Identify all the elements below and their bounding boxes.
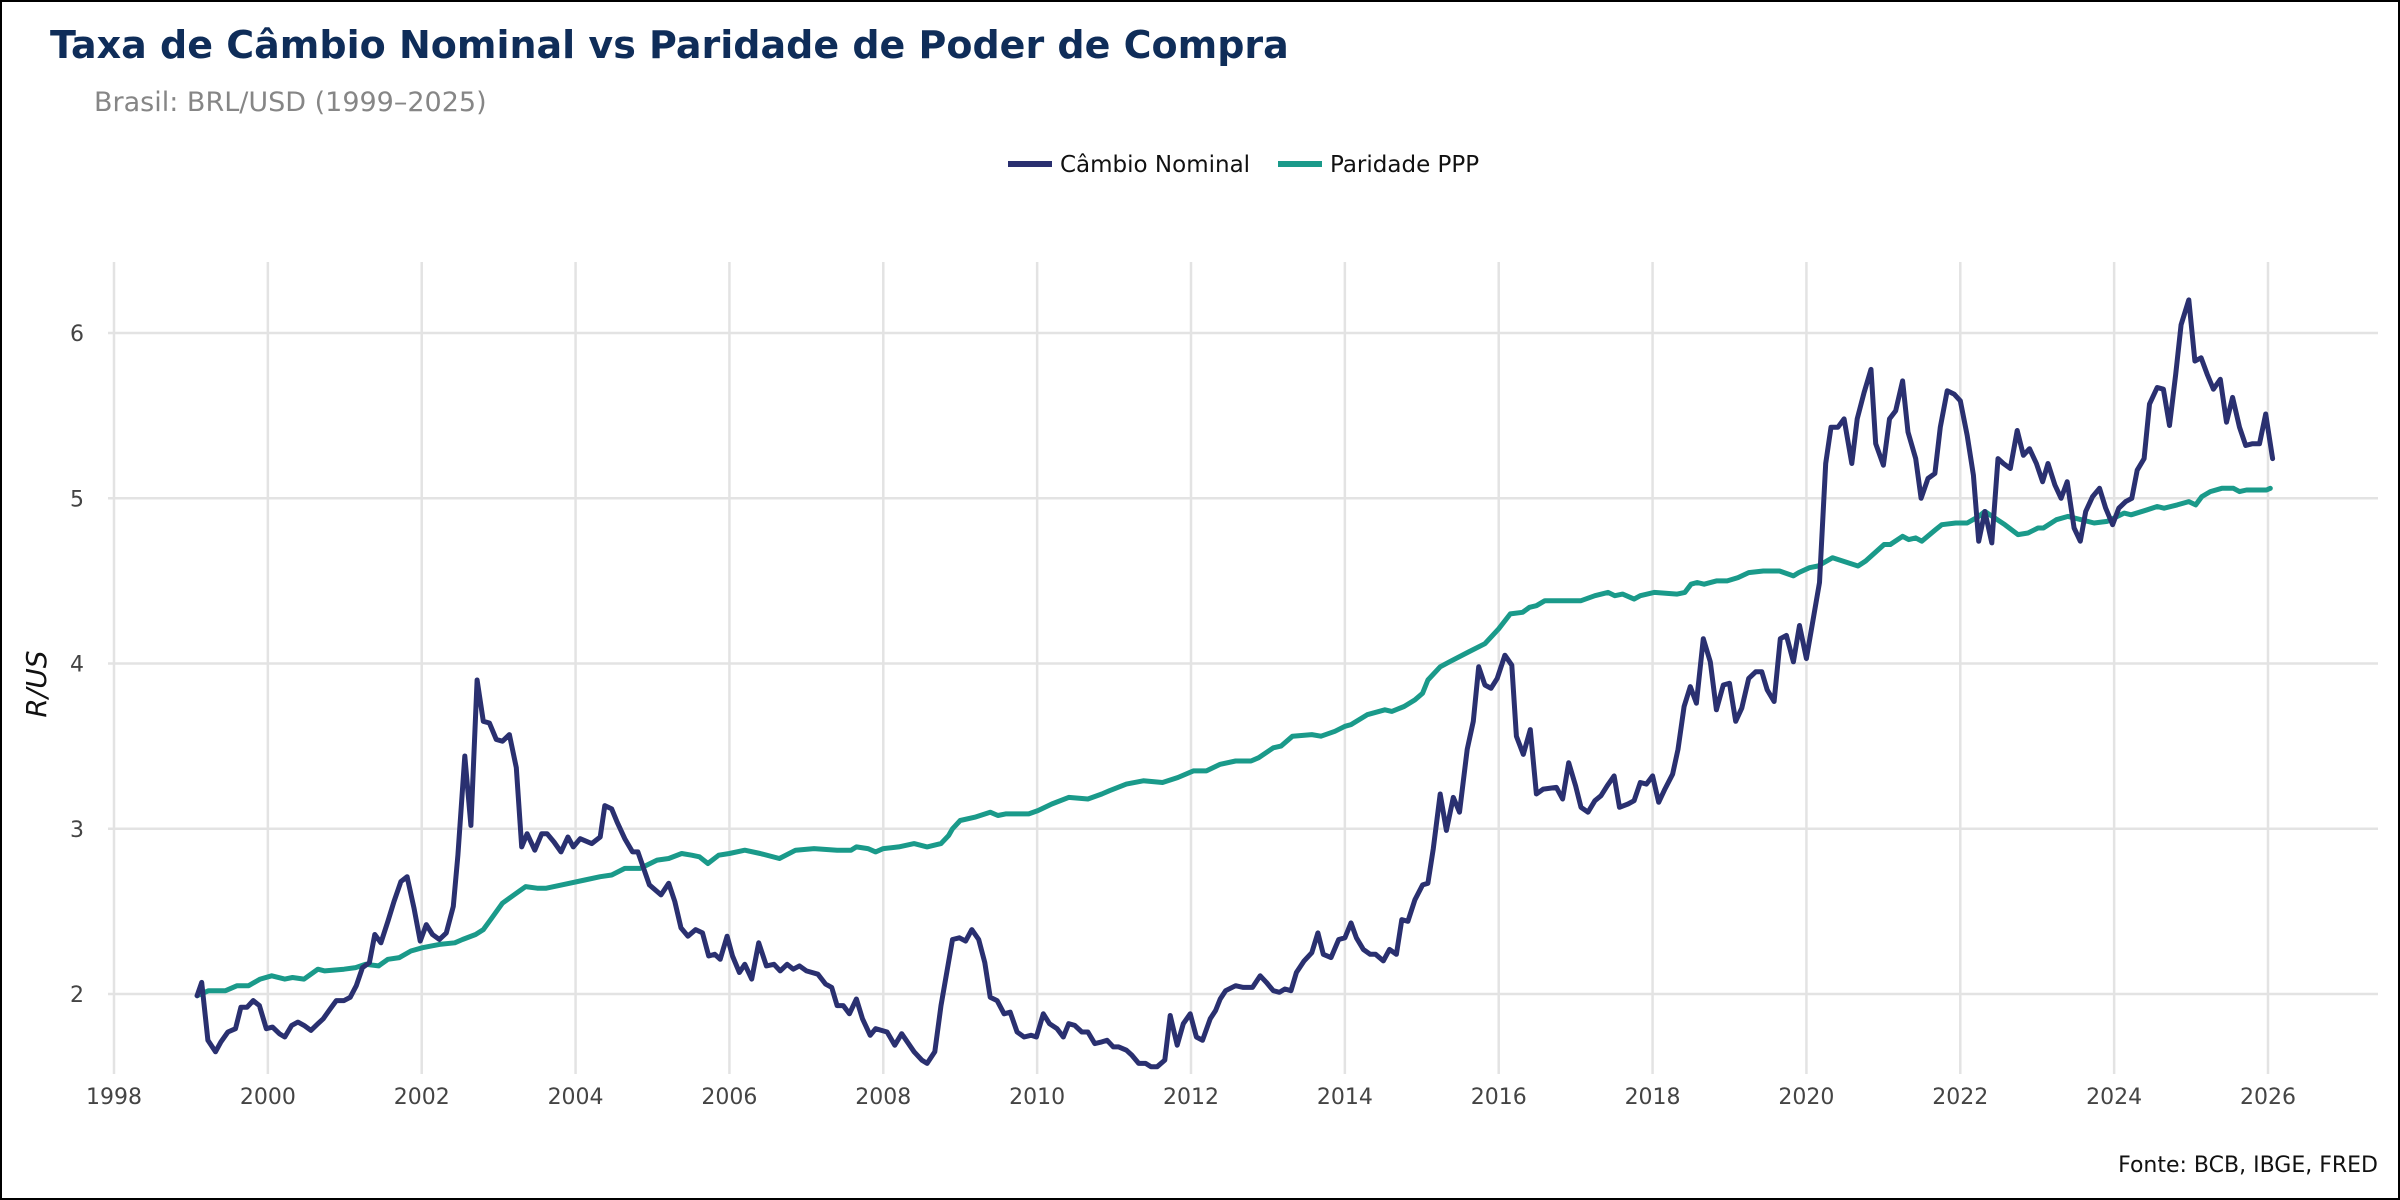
x-tick-label: 2006 [701,1085,757,1110]
x-tick-label: 2018 [1625,1085,1681,1110]
chart-subtitle: Brasil: BRL/USD (1999–2025) [94,87,487,118]
x-tick-label: 2022 [1932,1085,1988,1110]
y-tick-label: 6 [70,322,84,347]
x-tick-label: 2008 [855,1085,911,1110]
x-tick-label: 2012 [1163,1085,1219,1110]
x-tick-label: 2002 [394,1085,450,1110]
series-line-cambio-nominal [194,297,2276,1070]
y-tick-label: 2 [70,983,84,1008]
x-tick-label: 2024 [2086,1085,2142,1110]
x-tick-label: 1998 [86,1085,142,1110]
x-tick-label: 2026 [2240,1085,2296,1110]
x-tick-label: 2010 [1009,1085,1065,1110]
x-tick-label: 2000 [240,1085,296,1110]
legend: Câmbio Nominal Paridade PPP [1008,152,1479,178]
x-gridlines [112,262,2270,1074]
legend-label-ppp: Paridade PPP [1330,152,1479,178]
x-tick-label: 2020 [1778,1085,1834,1110]
x-tick-labels: 1998 2000 2002 2004 2006 2008 2010 2012 2014 2016… [86,1085,2296,1110]
chart-title: Taxa de Câmbio Nominal vs Paridade de Po… [50,23,1289,67]
legend-label-nominal: Câmbio Nominal [1060,152,1250,178]
y-tick-label: 4 [70,653,84,678]
x-tick-label: 2016 [1471,1085,1527,1110]
y-tick-labels: 2 3 4 5 6 [70,322,84,1008]
x-tick-label: 2014 [1317,1085,1373,1110]
source-note: Fonte: BCB, IBGE, FRED [2118,1153,2378,1178]
series-line-paridade-ppp [194,485,2273,999]
series-lines [194,297,2276,1070]
y-gridlines [108,331,2378,996]
y-tick-label: 5 [70,487,84,512]
y-tick-label: 3 [70,818,84,843]
y-axis-label: R/US [20,650,53,717]
x-tick-label: 2004 [548,1085,604,1110]
